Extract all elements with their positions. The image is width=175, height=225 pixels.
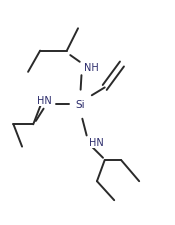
Text: HN: HN: [37, 96, 52, 106]
Text: Si: Si: [76, 100, 85, 110]
Text: NH: NH: [84, 63, 98, 73]
Text: HN: HN: [89, 137, 103, 147]
